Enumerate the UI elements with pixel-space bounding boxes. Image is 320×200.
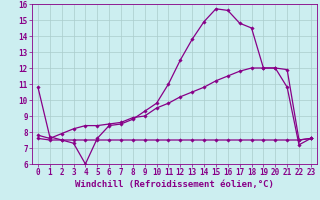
X-axis label: Windchill (Refroidissement éolien,°C): Windchill (Refroidissement éolien,°C) bbox=[75, 180, 274, 189]
